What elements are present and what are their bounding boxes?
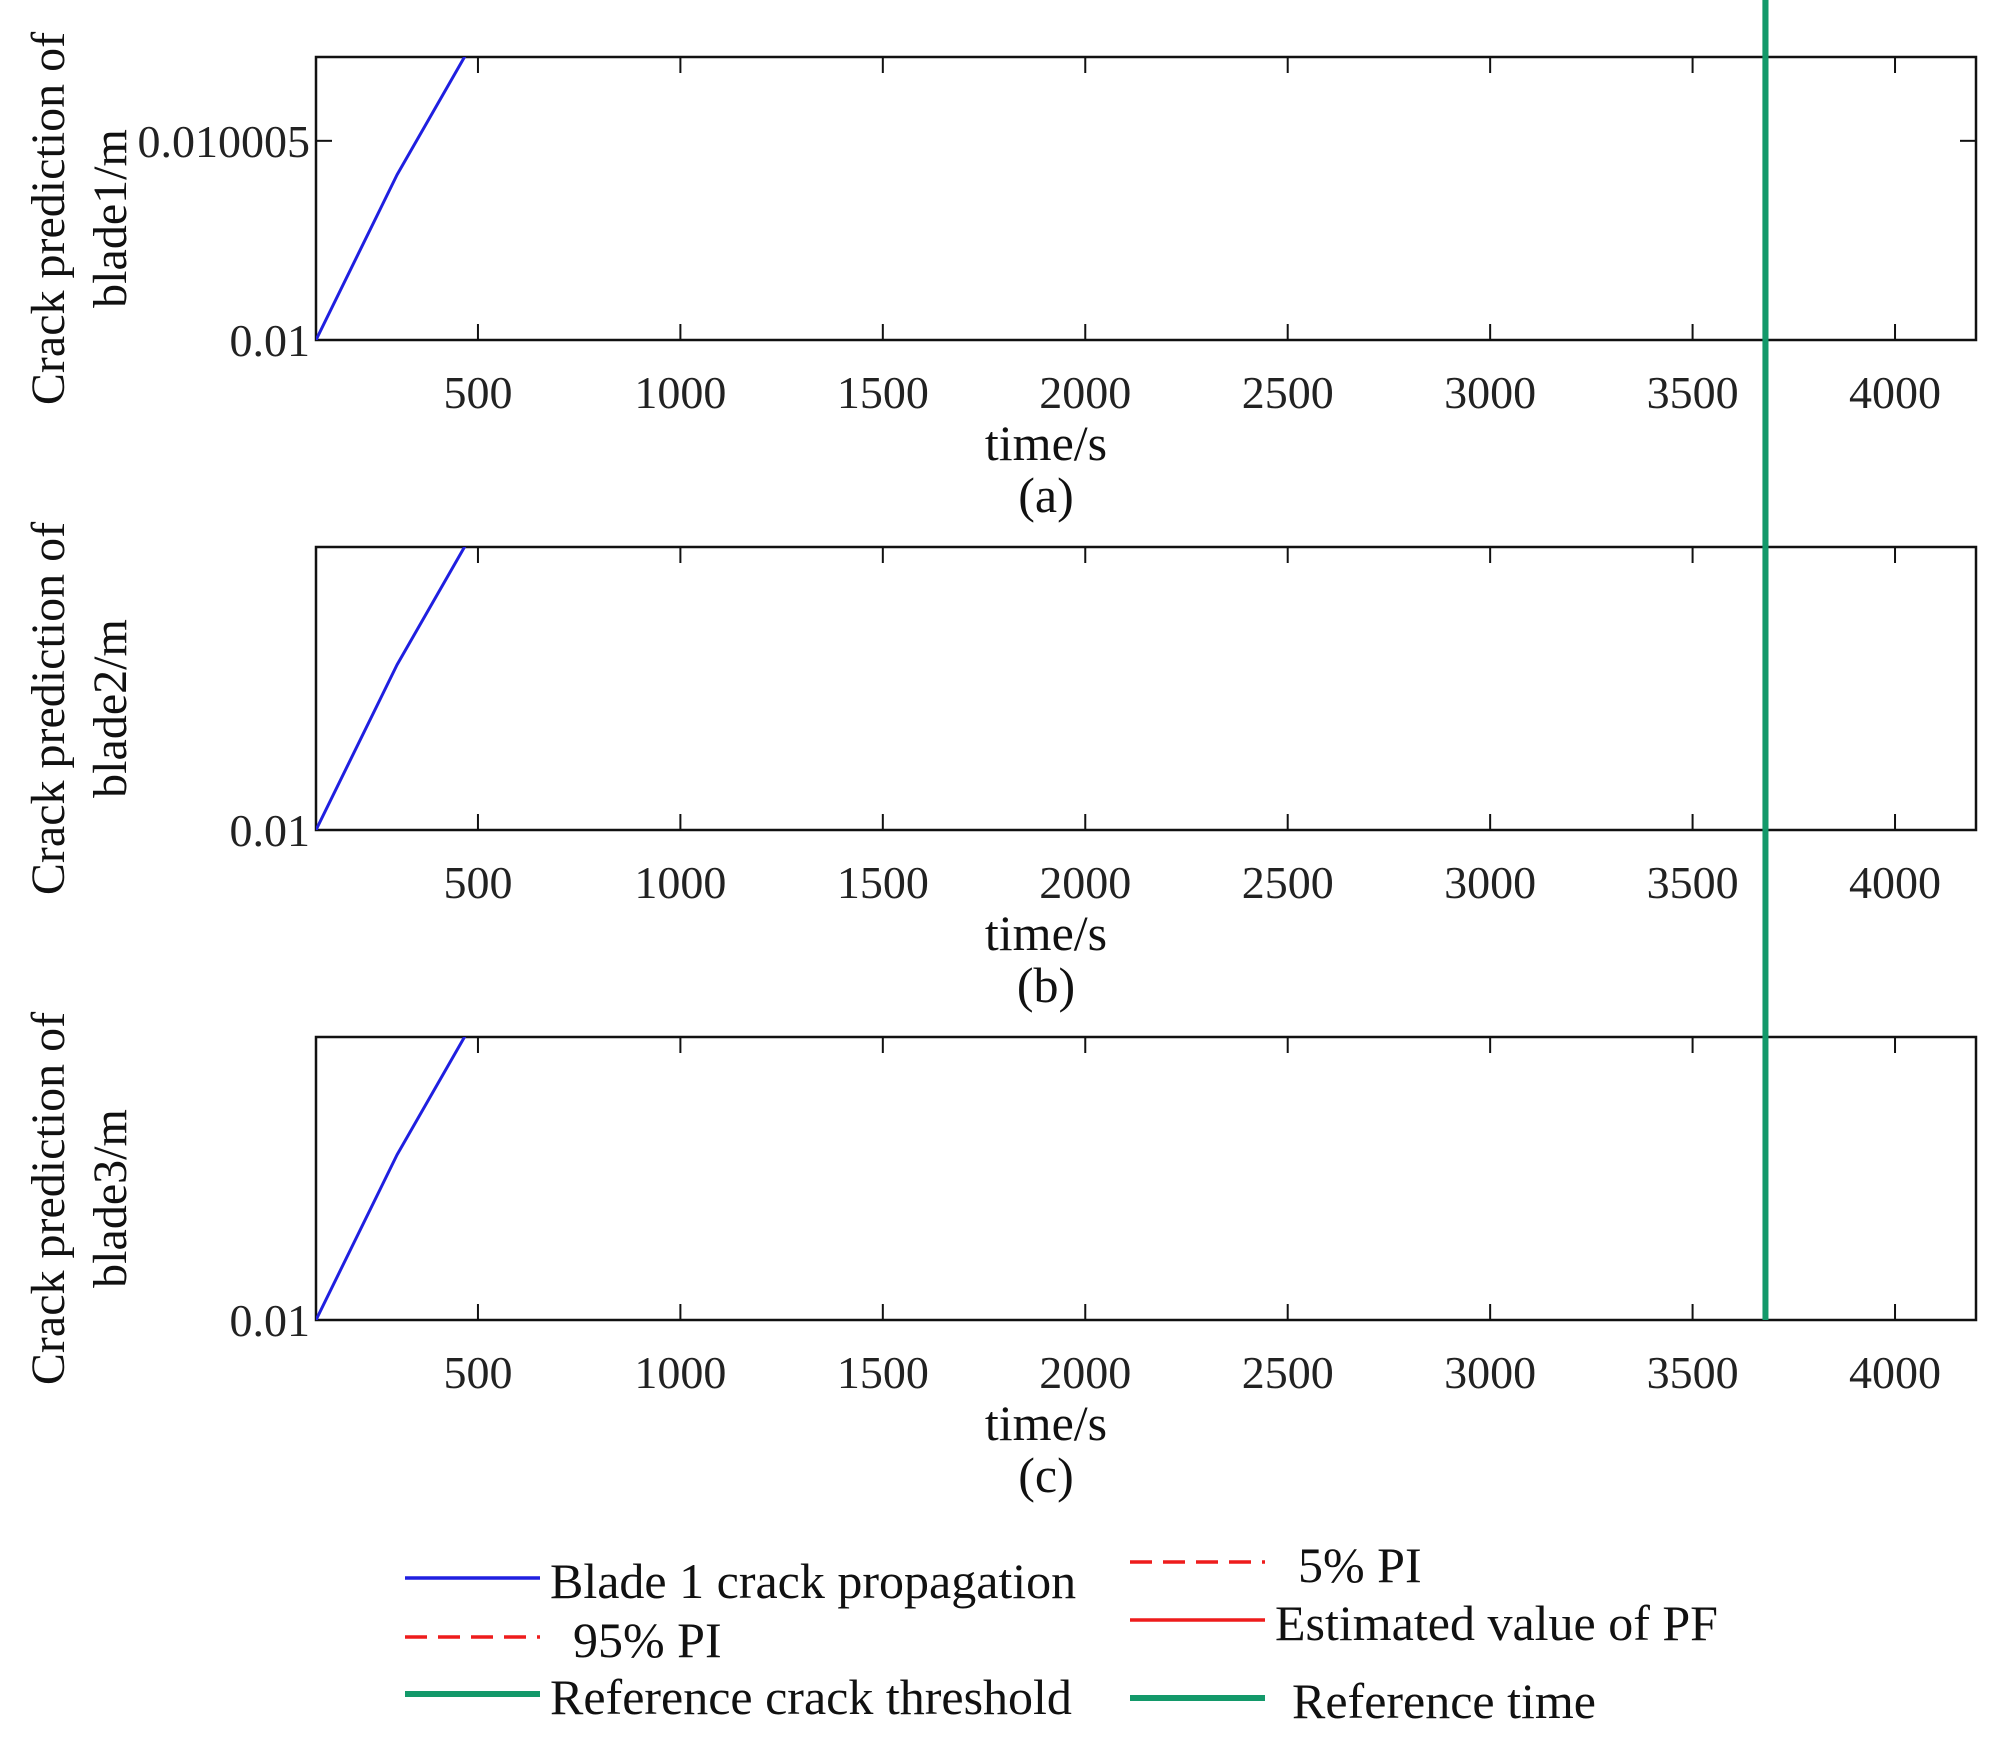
x-tick-label: 2500 bbox=[1242, 367, 1334, 418]
x-tick-label: 4000 bbox=[1849, 1347, 1941, 1398]
panel-c: 500 1000 1500 2000 2500 3000 3500 40000.010.010… bbox=[22, 0, 1978, 1503]
x-tick-label: 2500 bbox=[1242, 857, 1334, 908]
panel-b: 50010001500200025003000350040000.010.010… bbox=[22, 0, 1978, 1013]
legend-label: 95% PI bbox=[573, 1612, 722, 1668]
x-tick-label: 2000 bbox=[1039, 367, 1131, 418]
series-group bbox=[316, 57, 467, 340]
series-estimated-value-of-pf bbox=[680, 0, 1765, 683]
panel-caption: (c) bbox=[1018, 1447, 1074, 1503]
legend-label: Estimated value of PF bbox=[1275, 1595, 1718, 1651]
x-tick-label: 3500 bbox=[1647, 1347, 1739, 1398]
legend: Blade 1 crack propagation 5% PI 95% PI Esti… bbox=[405, 1537, 1718, 1729]
x-tick-label: 1000 bbox=[634, 857, 726, 908]
y-axis-label: blade3/m bbox=[84, 1109, 137, 1288]
series-blade-1-crack-propagation bbox=[316, 1037, 467, 1320]
panel-a: 500 1000 1500 2000 2500 3000 3500 4000 0.01 0.010… bbox=[22, 0, 1978, 523]
plot-frame bbox=[314, 545, 1978, 832]
y-axis-label: Crack prediction of bbox=[22, 1012, 75, 1385]
plot-frame bbox=[314, 1035, 1978, 1322]
series-95-pi bbox=[680, 0, 1765, 193]
x-tick-label: 3500 bbox=[1647, 367, 1739, 418]
x-tick-label: 3000 bbox=[1444, 367, 1536, 418]
x-tick-label: 1500 bbox=[837, 1347, 929, 1398]
x-tick-label: 2000 bbox=[1039, 1347, 1131, 1398]
y-axis-label: blade1/m bbox=[84, 129, 137, 308]
x-tick-label: 1000 bbox=[634, 367, 726, 418]
x-tick-label: 3500 bbox=[1647, 857, 1739, 908]
x-tick-label: 3000 bbox=[1444, 857, 1536, 908]
panel-caption: (a) bbox=[1018, 467, 1074, 523]
x-axis-label: time/s bbox=[985, 905, 1107, 961]
x-tick-label: 4000 bbox=[1849, 367, 1941, 418]
x-tick-label: 4000 bbox=[1849, 857, 1941, 908]
legend-label: 5% PI bbox=[1298, 1537, 1422, 1593]
legend-label: Blade 1 crack propagation bbox=[550, 1553, 1076, 1609]
y-tick-label: 0.01 bbox=[230, 315, 311, 366]
x-tick-label: 3000 bbox=[1444, 1347, 1536, 1398]
series-blade-1-crack-propagation bbox=[316, 57, 467, 340]
y-tick-label: 0.01 bbox=[230, 1295, 311, 1346]
series-95-pi bbox=[680, 0, 1765, 683]
series-estimated-value-of-pf bbox=[680, 0, 1765, 193]
y-tick-label: 0.01 bbox=[230, 805, 311, 856]
x-axis-label: time/s bbox=[985, 1395, 1107, 1451]
series-5-pi bbox=[680, 0, 1765, 193]
x-tick-label: 1000 bbox=[634, 1347, 726, 1398]
x-tick-label: 500 bbox=[443, 367, 512, 418]
panel-caption: (b) bbox=[1017, 957, 1075, 1013]
y-axis-label: Crack prediction of bbox=[22, 522, 75, 895]
y-tick-label: 0.010005 bbox=[138, 116, 311, 167]
legend-label: Reference time bbox=[1292, 1673, 1596, 1729]
x-tick-label: 2000 bbox=[1039, 857, 1131, 908]
legend-label: Reference crack threshold bbox=[550, 1669, 1072, 1725]
x-tick-label: 500 bbox=[443, 1347, 512, 1398]
series-5-pi bbox=[680, 0, 1765, 683]
x-tick-label: 2500 bbox=[1242, 1347, 1334, 1398]
y-axis-label: blade2/m bbox=[84, 619, 137, 798]
x-tick-label: 1500 bbox=[837, 367, 929, 418]
x-tick-label: 500 bbox=[443, 857, 512, 908]
x-tick-label: 1500 bbox=[837, 857, 929, 908]
x-axis-label: time/s bbox=[985, 415, 1107, 471]
series-group bbox=[316, 0, 1765, 1320]
y-axis-label: Crack prediction of bbox=[22, 32, 75, 405]
plot-frame bbox=[314, 55, 1978, 342]
